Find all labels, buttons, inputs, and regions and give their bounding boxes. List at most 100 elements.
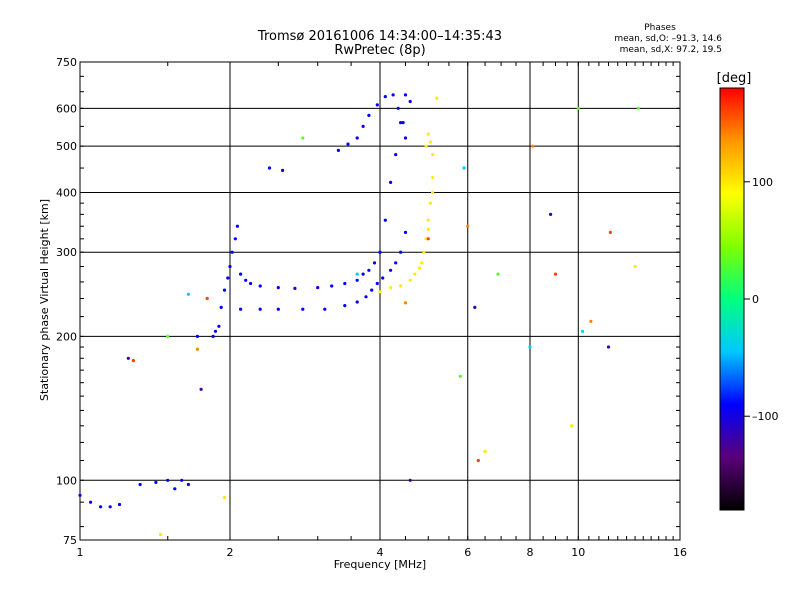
y-tick-label: 600	[56, 102, 77, 115]
data-point	[99, 505, 103, 509]
phase-stat-x: mean, sd,X: 97.2, 19.5	[620, 45, 722, 55]
data-point	[355, 278, 359, 282]
data-point	[258, 307, 262, 311]
data-point	[473, 305, 477, 309]
data-point	[301, 307, 305, 311]
data-point	[276, 307, 280, 311]
data-point	[361, 272, 365, 276]
colorbar-tick-label: 0	[752, 293, 759, 306]
data-point	[230, 250, 234, 254]
data-point	[458, 374, 462, 378]
y-tick-label: 200	[56, 330, 77, 343]
data-point	[401, 121, 405, 125]
data-point	[389, 180, 393, 184]
data-point	[466, 224, 470, 228]
data-point	[244, 278, 248, 282]
data-point	[408, 99, 412, 104]
data-point	[186, 482, 190, 487]
data-point	[211, 334, 215, 338]
data-point	[367, 113, 371, 117]
chart-subtitle: RwPretec (8p)	[334, 43, 425, 58]
data-point	[355, 272, 359, 276]
colorbar	[720, 88, 744, 510]
data-point	[375, 281, 379, 286]
data-point	[549, 212, 553, 216]
data-point	[195, 334, 199, 338]
data-point	[375, 103, 379, 107]
data-point	[239, 272, 243, 276]
data-point	[186, 292, 190, 296]
data-point	[633, 264, 637, 269]
data-point	[403, 136, 408, 140]
data-point	[426, 218, 430, 222]
data-point	[355, 136, 359, 140]
scatter-points	[78, 93, 641, 537]
data-point	[426, 132, 430, 136]
data-point	[399, 284, 403, 288]
data-point	[378, 290, 382, 294]
data-point	[462, 166, 466, 170]
data-point	[389, 268, 393, 272]
data-point	[435, 96, 439, 100]
data-point	[426, 227, 430, 231]
data-point	[424, 237, 428, 241]
data-point	[131, 359, 135, 363]
data-point	[89, 500, 93, 504]
data-point	[126, 356, 130, 360]
data-point	[154, 480, 158, 484]
data-point	[531, 144, 535, 148]
data-point	[355, 300, 359, 304]
data-point	[589, 319, 593, 323]
y-tick-label: 300	[56, 246, 77, 259]
plot-grid	[80, 62, 680, 540]
data-point	[222, 496, 227, 500]
colorbar-label: [deg]	[717, 71, 752, 86]
data-point	[408, 478, 412, 482]
colorbar-ticks: 100 0 –100	[719, 87, 779, 511]
data-point	[219, 305, 223, 309]
x-tick-label: 8	[527, 546, 534, 559]
data-point	[428, 201, 432, 205]
data-point	[228, 264, 232, 269]
data-point	[78, 493, 82, 497]
data-point	[226, 276, 230, 280]
data-point	[117, 502, 122, 507]
x-tick-label: 10	[571, 546, 585, 559]
data-point	[383, 218, 387, 222]
data-point	[330, 284, 334, 288]
y-axis-label: Stationary phase Virtual Height [km]	[38, 199, 51, 401]
data-point	[258, 284, 262, 288]
data-point	[496, 272, 500, 276]
data-point	[413, 272, 417, 276]
phases-heading: Phases	[644, 23, 676, 33]
data-point	[195, 347, 199, 351]
data-point	[316, 286, 320, 290]
data-point	[420, 261, 424, 265]
x-tick-label: 16	[673, 546, 687, 559]
data-point	[426, 237, 430, 241]
data-point	[222, 288, 227, 292]
data-point	[367, 268, 371, 272]
data-point	[391, 93, 395, 97]
x-tick-label: 4	[377, 546, 384, 559]
data-point	[381, 276, 385, 280]
data-point	[399, 250, 403, 254]
x-axis-label: Frequency [MHz]	[334, 558, 426, 571]
data-point	[431, 175, 435, 180]
data-point	[422, 250, 426, 254]
x-axis-ticks: 1 2 4 6 8 10 16	[77, 62, 687, 559]
y-tick-label: 75	[63, 534, 77, 547]
data-point	[483, 449, 487, 453]
data-point	[370, 288, 374, 292]
data-point	[581, 329, 585, 333]
data-point	[364, 295, 368, 299]
data-point	[431, 153, 435, 157]
data-point	[403, 93, 408, 97]
y-tick-label: 500	[56, 140, 77, 153]
data-point	[396, 106, 400, 110]
data-point	[394, 153, 398, 157]
data-point	[267, 166, 272, 170]
data-point	[205, 296, 209, 301]
colorbar-tick-label: 100	[752, 176, 773, 189]
